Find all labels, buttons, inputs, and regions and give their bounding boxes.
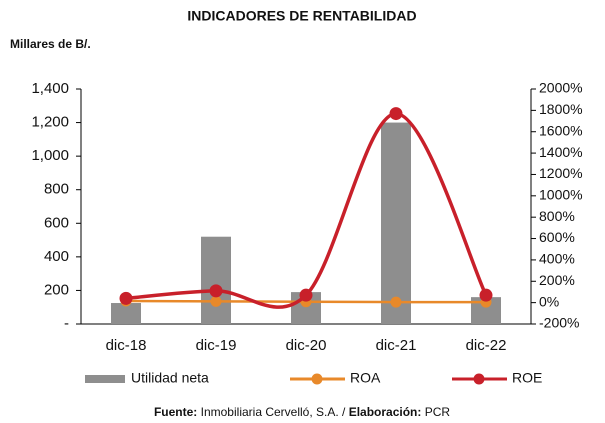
point	[210, 295, 222, 307]
legend-label: ROE	[512, 370, 542, 386]
y-tick-label: 1,200	[31, 114, 69, 131]
y2-tick-label: 1200%	[539, 165, 583, 181]
y2-tick-label: 0%	[539, 293, 559, 309]
footnote-part: Elaboración:	[349, 405, 422, 419]
y-tick-label: 600	[44, 214, 69, 231]
y-tick-label: 400	[44, 248, 69, 265]
point	[390, 296, 402, 308]
y-tick-label: -	[64, 315, 69, 332]
y-tick-label: 200	[44, 281, 69, 298]
x-tick-label: dic-21	[376, 337, 417, 354]
y2-tick-label: 1000%	[539, 187, 583, 203]
point	[479, 288, 493, 302]
footnote: Fuente: Inmobiliaria Cervelló, S.A. / El…	[154, 405, 450, 419]
point	[209, 284, 223, 298]
bar	[111, 303, 141, 324]
footnote-part: PCR	[421, 405, 450, 419]
y2-tick-label: 600%	[539, 229, 575, 245]
y2-tick-label: 2000%	[539, 80, 583, 96]
line	[125, 111, 488, 309]
y2-tick-label: 1600%	[539, 122, 583, 138]
y2-tick-label: -200%	[539, 315, 579, 331]
footnote-part: Fuente:	[154, 405, 197, 419]
x-tick-label: dic-20	[286, 337, 327, 354]
y2-tick-label: 1400%	[539, 144, 583, 160]
bar	[201, 236, 231, 324]
y-tick-label: 800	[44, 181, 69, 198]
y2-tick-label: 200%	[539, 272, 575, 288]
point	[299, 288, 313, 302]
y-axis-label: Millares de B/.	[10, 37, 91, 51]
legend-swatch	[85, 375, 125, 383]
x-tick-label: dic-19	[196, 337, 237, 354]
y-tick-label: 1,400	[31, 80, 69, 97]
bar	[381, 122, 411, 324]
legend-marker	[473, 373, 485, 385]
point	[389, 107, 403, 121]
y2-tick-label: 1800%	[539, 101, 583, 117]
y2-tick-label: 400%	[539, 251, 575, 267]
chart-title: INDICADORES DE RENTABILIDAD	[187, 8, 416, 24]
legend-label: ROA	[350, 370, 381, 386]
legend-marker	[311, 373, 323, 385]
legend-label: Utilidad neta	[131, 370, 209, 386]
point	[119, 291, 133, 305]
x-tick-label: dic-18	[106, 337, 147, 354]
y-tick-label: 1,000	[31, 147, 69, 164]
x-tick-label: dic-22	[466, 337, 507, 354]
y2-tick-label: 800%	[539, 208, 575, 224]
footnote-part: Inmobiliaria Cervelló, S.A. /	[197, 405, 348, 419]
